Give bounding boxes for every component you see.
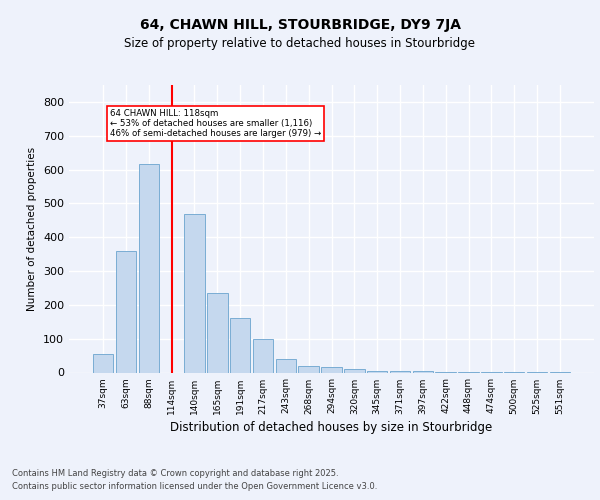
Bar [93, 354, 113, 372]
Bar [139, 164, 159, 372]
Text: Contains HM Land Registry data © Crown copyright and database right 2025.: Contains HM Land Registry data © Crown c… [12, 468, 338, 477]
Bar [275, 359, 296, 372]
Text: 64 CHAWN HILL: 118sqm
← 53% of detached houses are smaller (1,116)
46% of semi-d: 64 CHAWN HILL: 118sqm ← 53% of detached … [110, 108, 321, 138]
Bar [298, 366, 319, 372]
Bar [116, 250, 136, 372]
Text: Contains public sector information licensed under the Open Government Licence v3: Contains public sector information licen… [12, 482, 377, 491]
Y-axis label: Number of detached properties: Number of detached properties [28, 146, 37, 311]
Bar [321, 368, 342, 372]
Text: Size of property relative to detached houses in Stourbridge: Size of property relative to detached ho… [125, 38, 476, 51]
Bar [367, 371, 388, 372]
Bar [344, 369, 365, 372]
Bar [230, 318, 250, 372]
Bar [207, 293, 227, 372]
Text: 64, CHAWN HILL, STOURBRIDGE, DY9 7JA: 64, CHAWN HILL, STOURBRIDGE, DY9 7JA [139, 18, 461, 32]
X-axis label: Distribution of detached houses by size in Stourbridge: Distribution of detached houses by size … [170, 420, 493, 434]
Bar [184, 214, 205, 372]
Bar [253, 338, 273, 372]
